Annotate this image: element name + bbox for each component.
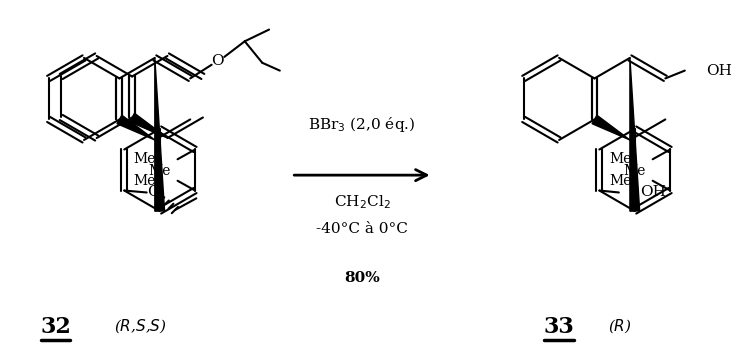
Text: 80%: 80% [344, 271, 380, 285]
Text: ($R$): ($R$) [608, 318, 631, 336]
Text: OH: OH [706, 64, 732, 77]
Text: -40°C à 0°C: -40°C à 0°C [316, 222, 408, 236]
Text: Me: Me [609, 152, 631, 166]
Text: Me: Me [609, 174, 631, 188]
Text: ($R$,$S$,$S$): ($R$,$S$,$S$) [114, 318, 167, 336]
Text: 33: 33 [544, 316, 574, 338]
Polygon shape [155, 58, 164, 211]
Text: BBr$_3$ (2,0 éq.): BBr$_3$ (2,0 éq.) [309, 115, 416, 134]
Polygon shape [630, 58, 639, 211]
Text: O: O [211, 54, 223, 68]
Polygon shape [130, 113, 167, 138]
Text: O: O [147, 185, 160, 199]
Text: Me: Me [134, 152, 156, 166]
Polygon shape [117, 115, 155, 140]
Text: Me: Me [149, 164, 171, 178]
Text: CH$_2$Cl$_2$: CH$_2$Cl$_2$ [334, 194, 390, 211]
Text: Me: Me [134, 174, 156, 188]
Text: 32: 32 [40, 316, 71, 338]
Text: Me: Me [624, 164, 646, 178]
Text: OH: OH [640, 185, 666, 199]
Polygon shape [592, 115, 630, 140]
